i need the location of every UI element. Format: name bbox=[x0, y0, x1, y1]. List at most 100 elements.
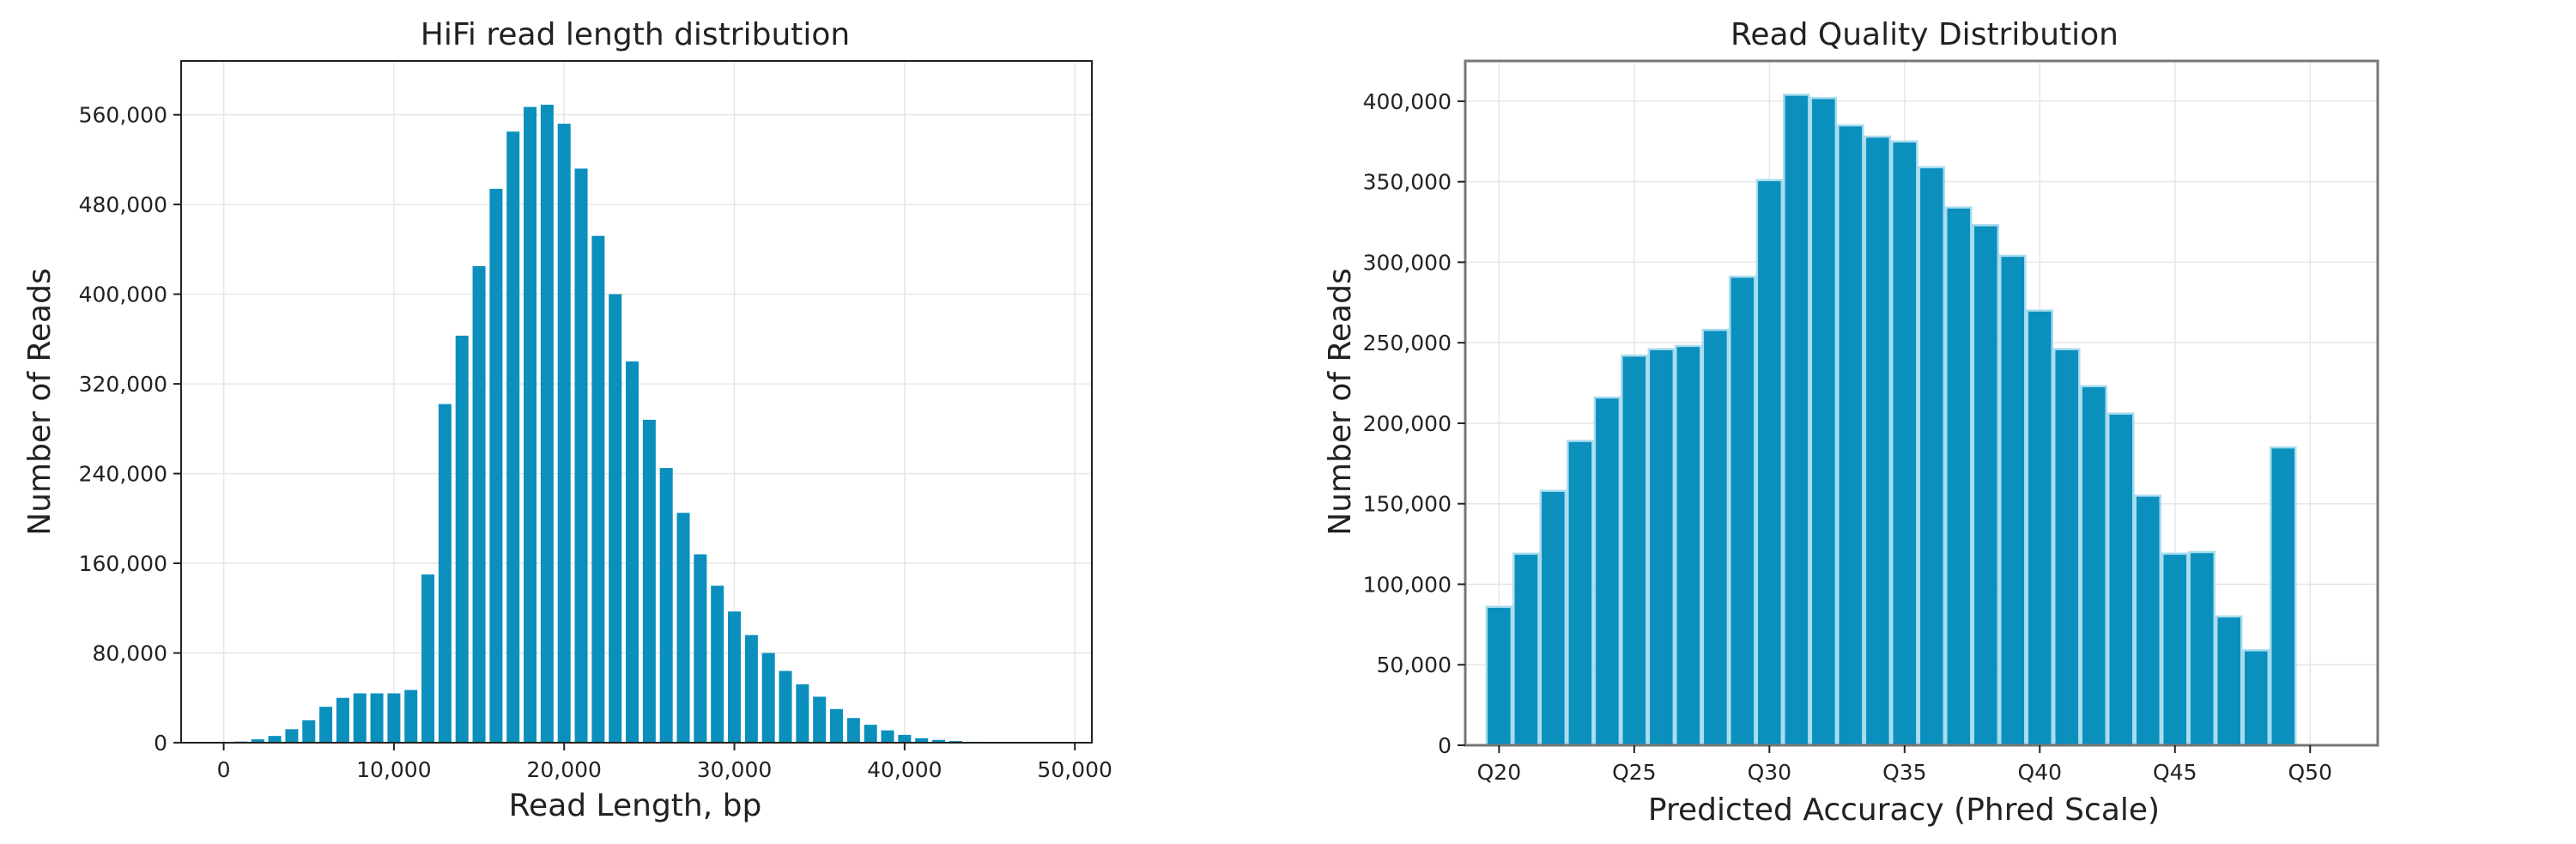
bar bbox=[1595, 398, 1620, 745]
bar bbox=[1567, 441, 1592, 745]
y-axis: 0 80,000 160,000 240,000 320,000 400,000 480,0… bbox=[79, 103, 181, 756]
bar bbox=[269, 736, 282, 743]
x-tick-label: Q30 bbox=[1748, 760, 1792, 785]
bar bbox=[1730, 276, 1755, 745]
bar bbox=[489, 189, 502, 743]
y-axis-label: Number of Reads bbox=[1323, 268, 1358, 535]
bar bbox=[1784, 94, 1809, 745]
bar bbox=[864, 725, 877, 743]
bar bbox=[2027, 311, 2052, 745]
x-tick-label: Q35 bbox=[1882, 760, 1927, 785]
x-tick-label: Q20 bbox=[1477, 760, 1522, 785]
bar bbox=[1973, 225, 1998, 745]
bar bbox=[796, 684, 809, 743]
y-tick-label: 320,000 bbox=[79, 372, 167, 397]
bar bbox=[2000, 256, 2025, 745]
bar bbox=[2270, 447, 2295, 745]
y-tick-label: 480,000 bbox=[79, 192, 167, 217]
bar bbox=[1649, 349, 1674, 745]
y-tick-label: 0 bbox=[154, 731, 167, 756]
bar bbox=[830, 709, 843, 743]
bar bbox=[1513, 554, 1538, 745]
x-axis-label: Predicted Accuracy (Phred Scale) bbox=[1648, 792, 2160, 828]
y-tick-label: 400,000 bbox=[1363, 89, 1452, 114]
bar bbox=[524, 107, 536, 743]
bar bbox=[898, 735, 911, 743]
bar bbox=[1757, 180, 1782, 745]
bar bbox=[2190, 552, 2215, 745]
bar bbox=[847, 718, 860, 743]
y-tick-label: 160,000 bbox=[79, 551, 167, 576]
bar bbox=[371, 694, 384, 743]
bar bbox=[745, 635, 758, 743]
x-tick-label: 10,000 bbox=[356, 757, 431, 782]
bar bbox=[660, 468, 673, 743]
bar bbox=[558, 124, 571, 743]
y-tick-label: 250,000 bbox=[1363, 331, 1452, 355]
x-tick-label: 20,000 bbox=[526, 757, 601, 782]
bar bbox=[354, 694, 367, 743]
y-tick-label: 0 bbox=[1438, 733, 1452, 758]
bar bbox=[694, 555, 706, 743]
bar bbox=[626, 361, 639, 743]
bar bbox=[319, 707, 332, 743]
x-tick-label: Q50 bbox=[2288, 760, 2333, 785]
x-tick-label: 0 bbox=[217, 757, 231, 782]
y-tick-label: 100,000 bbox=[1363, 572, 1452, 597]
bar bbox=[506, 131, 519, 743]
y-tick-label: 400,000 bbox=[79, 282, 167, 307]
bar bbox=[711, 586, 724, 743]
bar bbox=[728, 611, 741, 743]
x-axis: 0 10,000 20,000 30,000 40,000 50,000 bbox=[217, 743, 1112, 782]
bar bbox=[2216, 616, 2241, 745]
bar bbox=[1621, 355, 1646, 745]
y-tick-label: 560,000 bbox=[79, 103, 167, 128]
bar bbox=[779, 671, 792, 743]
bars bbox=[1487, 94, 2295, 745]
y-tick-label: 50,000 bbox=[1377, 653, 1452, 677]
y-tick-label: 240,000 bbox=[79, 462, 167, 487]
chart-title: Read Quality Distribution bbox=[1730, 17, 2118, 52]
bar bbox=[421, 574, 434, 743]
x-tick-label: Q40 bbox=[2018, 760, 2063, 785]
x-tick-label: 50,000 bbox=[1037, 757, 1112, 782]
x-tick-label: 30,000 bbox=[697, 757, 772, 782]
bars bbox=[234, 105, 1064, 743]
bar bbox=[813, 696, 826, 743]
bar bbox=[643, 420, 656, 743]
read-quality-chart: Read Quality Distribution 0 50,000 100,000… bbox=[1323, 17, 2378, 828]
bar bbox=[762, 653, 775, 743]
y-tick-label: 350,000 bbox=[1363, 170, 1452, 195]
bar bbox=[1541, 491, 1566, 745]
bar bbox=[1676, 346, 1700, 745]
read-length-chart: HiFi read length distribution 0 80,000 160… bbox=[22, 17, 1112, 823]
x-tick-label: Q25 bbox=[1612, 760, 1657, 785]
y-tick-label: 300,000 bbox=[1363, 250, 1452, 275]
bar bbox=[404, 690, 417, 743]
bar bbox=[1838, 125, 1863, 745]
bar bbox=[575, 168, 588, 743]
bar bbox=[439, 404, 452, 743]
y-axis-label: Number of Reads bbox=[22, 268, 58, 535]
bar bbox=[1865, 137, 1890, 745]
bar bbox=[677, 513, 690, 743]
bar bbox=[1811, 98, 1836, 745]
bar bbox=[2108, 414, 2133, 745]
x-axis-label: Read Length, bp bbox=[509, 788, 762, 823]
bar bbox=[302, 720, 315, 743]
y-tick-label: 80,000 bbox=[93, 641, 167, 666]
y-tick-label: 200,000 bbox=[1363, 411, 1452, 436]
bar bbox=[1892, 142, 1917, 745]
bar bbox=[1919, 167, 1944, 745]
y-tick-label: 150,000 bbox=[1363, 492, 1452, 517]
y-axis: 0 50,000 100,000 150,000 200,000 250,000 300,0… bbox=[1363, 89, 1465, 758]
bar bbox=[541, 105, 554, 743]
bar bbox=[1487, 607, 1512, 745]
bar bbox=[2162, 554, 2187, 745]
bar bbox=[2244, 650, 2269, 745]
x-tick-label: 40,000 bbox=[867, 757, 942, 782]
chart-title: HiFi read length distribution bbox=[421, 17, 850, 52]
bar bbox=[591, 236, 604, 743]
